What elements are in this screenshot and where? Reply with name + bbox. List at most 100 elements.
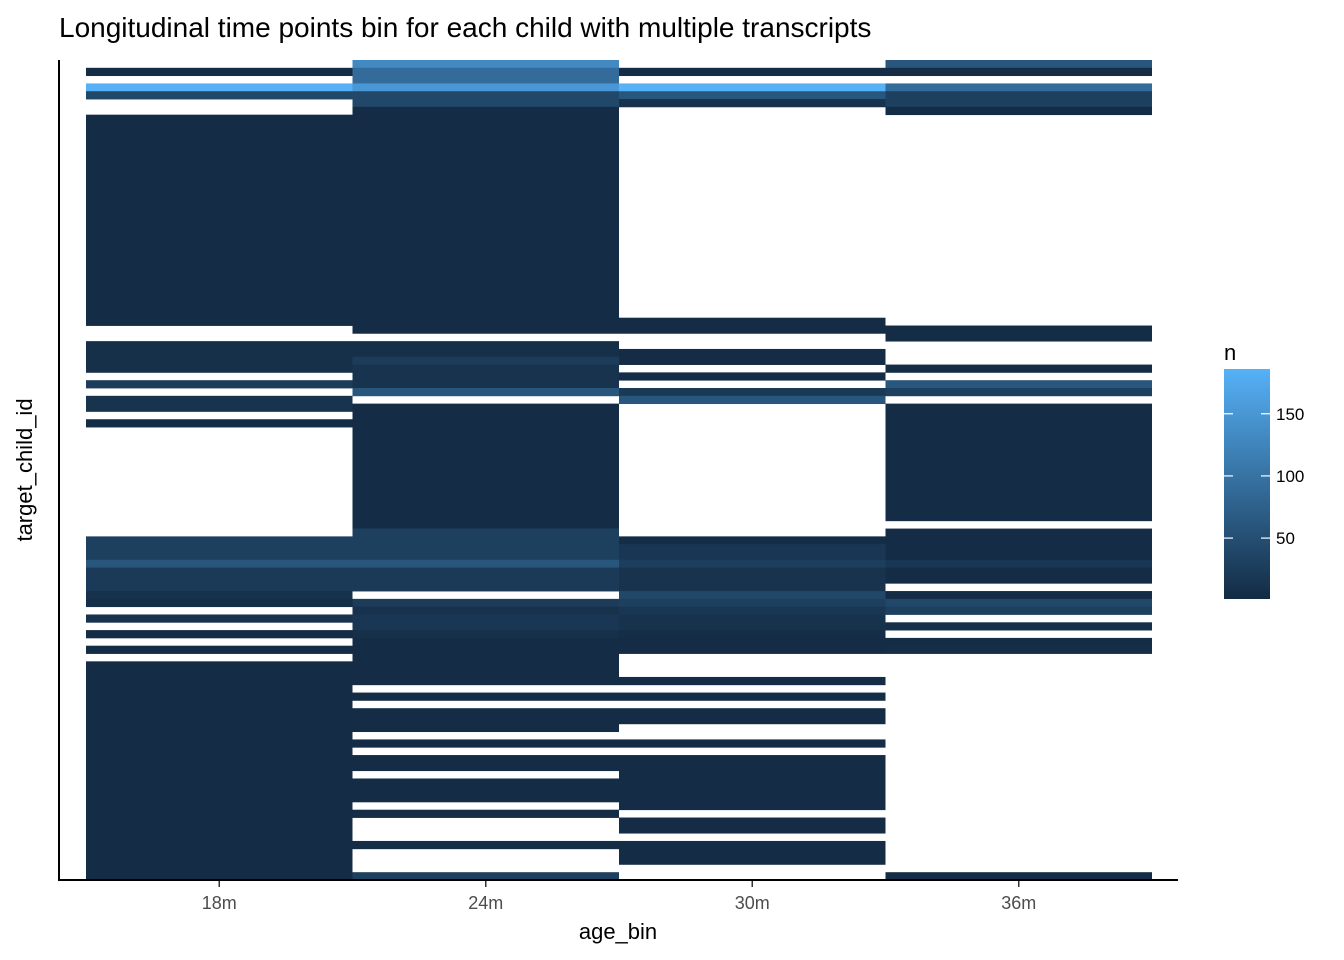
heatmap-cell	[619, 583, 886, 592]
heatmap-cell	[885, 645, 1152, 654]
heatmap-cell	[86, 770, 353, 779]
heatmap-cell	[619, 575, 886, 584]
heatmap-cell	[352, 364, 619, 373]
heatmap-cell	[352, 138, 619, 147]
heatmap-cell	[619, 372, 886, 381]
heatmap-cell	[352, 497, 619, 506]
heatmap-cell	[885, 99, 1152, 108]
chart-title: Longitudinal time points bin for each ch…	[59, 12, 871, 43]
heatmap-cell	[86, 356, 353, 365]
legend-ticks: 50 100 150	[1224, 405, 1304, 548]
heatmap-cell	[885, 380, 1152, 389]
heatmap-cell	[352, 442, 619, 451]
heatmap-cell	[352, 622, 619, 631]
heatmap-cell	[885, 505, 1152, 514]
heatmap-cell	[352, 434, 619, 444]
heatmap-cell	[86, 669, 353, 678]
heatmap-cell	[619, 676, 886, 686]
heatmap-cell	[885, 481, 1152, 490]
heatmap-cell	[86, 716, 353, 725]
heatmap-cell	[352, 840, 619, 850]
heatmap-cell	[619, 567, 886, 576]
heatmap-cell	[352, 255, 619, 264]
heatmap-cell	[86, 723, 353, 733]
heatmap-cell	[352, 786, 619, 795]
heatmap-cell	[352, 637, 619, 647]
heatmap-cell	[86, 114, 353, 123]
heatmap-cell	[352, 481, 619, 490]
heatmap-cell	[352, 231, 619, 241]
heatmap-cell	[86, 825, 353, 834]
heatmap-cell	[619, 825, 886, 834]
heatmap-cell	[352, 60, 619, 69]
heatmap-cell	[352, 630, 619, 639]
heatmap-cell	[885, 442, 1152, 451]
heatmap-cell	[885, 67, 1152, 77]
heatmap-cell	[885, 83, 1152, 92]
heatmap-cell	[86, 614, 353, 623]
heatmap-cell	[885, 466, 1152, 475]
heatmap-cell	[352, 114, 619, 123]
heatmap-cell	[352, 692, 619, 701]
heatmap-cell	[885, 497, 1152, 506]
heatmap-cell	[86, 192, 353, 201]
heatmap-cell	[86, 801, 353, 811]
heatmap-cell	[352, 739, 619, 748]
heatmap-cell	[352, 427, 619, 436]
heatmap-cell	[885, 333, 1152, 342]
heatmap-cell	[86, 583, 353, 592]
heatmap-cell	[885, 559, 1152, 569]
heatmap-cell	[619, 645, 886, 654]
heatmap-cell	[352, 153, 619, 162]
heatmap-cell	[86, 708, 353, 717]
heatmap-cell	[352, 145, 619, 155]
heatmap-cell	[885, 403, 1152, 412]
heatmap-cell	[86, 341, 353, 350]
heatmap-cell	[352, 676, 619, 686]
x-axis-ticks: 18m 24m 30m 36m	[202, 881, 1036, 913]
heatmap-cell	[352, 99, 619, 108]
heatmap-cell	[352, 653, 619, 662]
heatmap-cell	[86, 247, 353, 256]
heatmap-cell	[86, 294, 353, 303]
heatmap-cell	[352, 552, 619, 561]
heatmap-cell	[86, 755, 353, 764]
heatmap-cell	[885, 489, 1152, 498]
heatmap-cell	[86, 809, 353, 818]
heatmap-cell	[619, 622, 886, 631]
heatmap-cell	[352, 302, 619, 311]
heatmap-cell	[352, 200, 619, 209]
heatmap-cell	[86, 645, 353, 654]
heatmap-cell	[352, 809, 619, 818]
heatmap-cell	[885, 598, 1152, 608]
x-tick-label: 36m	[1001, 893, 1036, 913]
heatmap-cell	[352, 505, 619, 514]
x-tick-label: 18m	[202, 893, 237, 913]
heatmap-cell	[86, 747, 353, 756]
heatmap-cell	[352, 216, 619, 225]
heatmap-cell	[86, 309, 353, 319]
heatmap-cell	[86, 700, 353, 709]
heatmap-cell	[619, 708, 886, 717]
heatmap-cell	[352, 708, 619, 717]
heatmap-cell	[885, 536, 1152, 545]
heatmap-cell	[86, 67, 353, 77]
heatmap-cell	[86, 380, 353, 389]
heatmap-cells	[86, 60, 1152, 881]
heatmap-cell	[619, 637, 886, 647]
heatmap-cell	[352, 122, 619, 131]
heatmap-cell	[619, 778, 886, 787]
heatmap-cell	[86, 83, 353, 92]
heatmap-cell	[885, 434, 1152, 444]
heatmap-cell	[352, 536, 619, 545]
heatmap-cell	[352, 184, 619, 194]
heatmap-cell	[619, 598, 886, 608]
heatmap-cell	[352, 528, 619, 537]
heatmap-cell	[86, 184, 353, 194]
heatmap-cell	[885, 622, 1152, 631]
heatmap-cell	[352, 208, 619, 217]
heatmap-cell	[885, 106, 1152, 116]
heatmap-cell	[352, 872, 619, 881]
heatmap-cell	[86, 270, 353, 280]
heatmap-cell	[885, 419, 1152, 428]
